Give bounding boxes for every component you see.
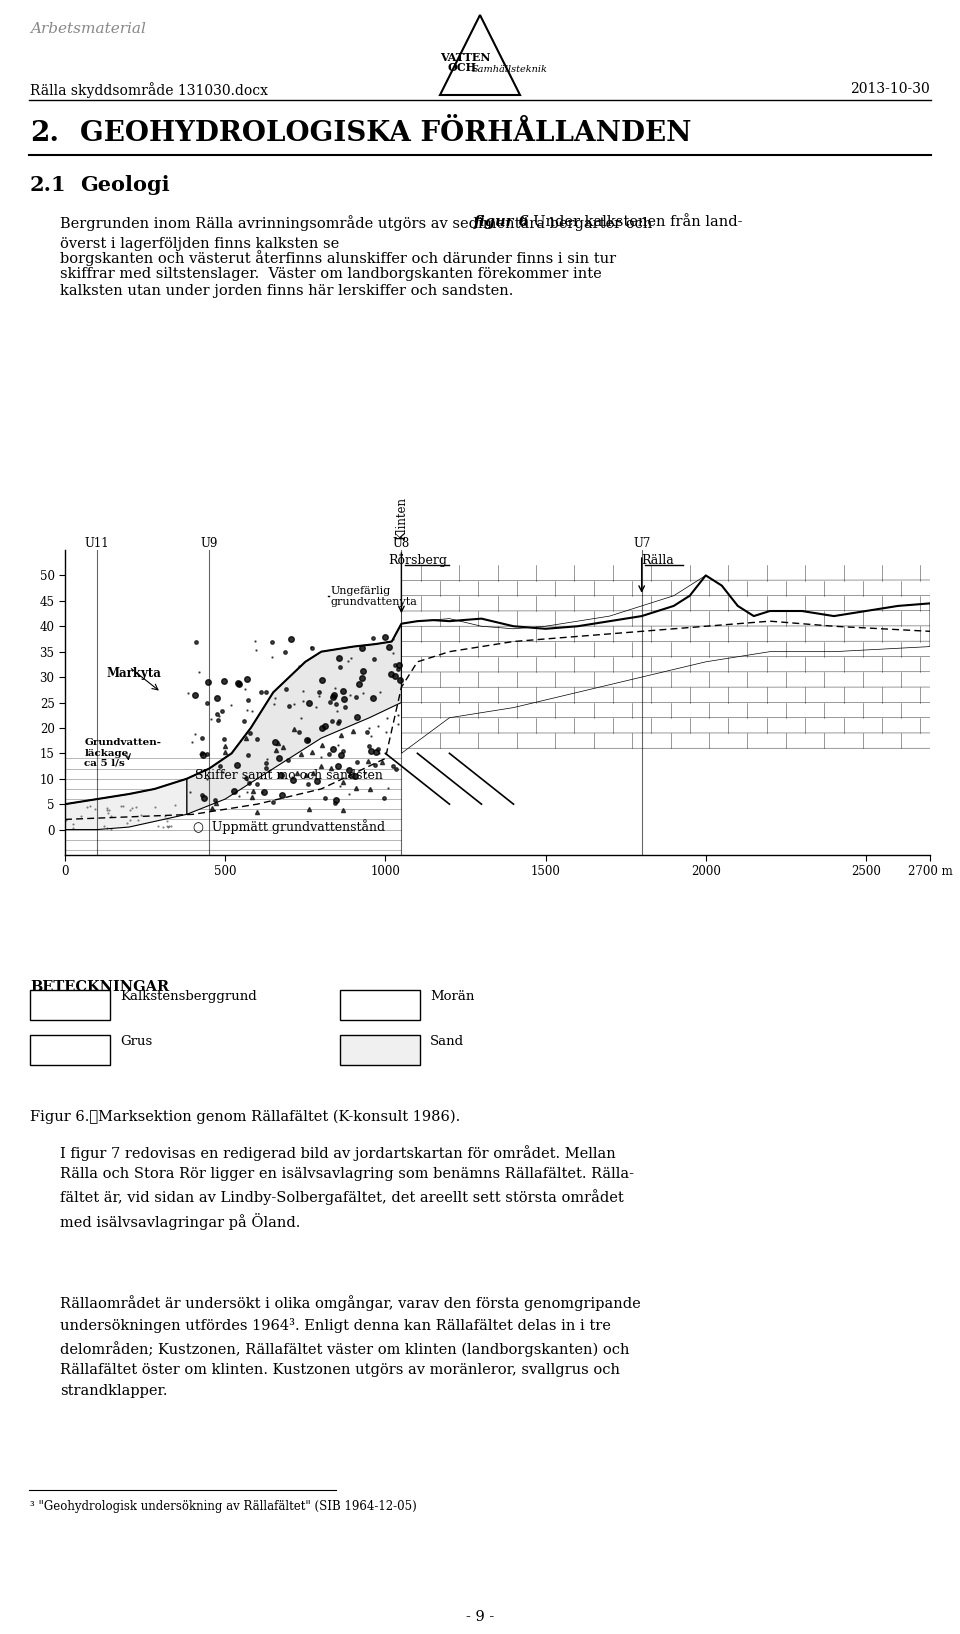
Text: Grus: Grus: [120, 1034, 153, 1047]
Text: Morän: Morän: [430, 990, 474, 1003]
Polygon shape: [65, 779, 187, 830]
Text: BETECKNINGAR: BETECKNINGAR: [30, 980, 169, 993]
Text: Grundvatten-
läckage
ca 5 l/s: Grundvatten- läckage ca 5 l/s: [84, 739, 161, 768]
Text: Bergrunden inom Rälla avrinningsområde utgörs av sedimentära bergarter och
övers: Bergrunden inom Rälla avrinningsområde u…: [60, 216, 653, 252]
Text: OCH: OCH: [447, 62, 476, 74]
Text: Samhällsteknik: Samhällsteknik: [472, 65, 548, 74]
Text: skiffrar med siltstenslager.  Väster om landborgskanten förekommer inte: skiffrar med siltstenslager. Väster om l…: [60, 266, 602, 281]
Text: Arbetsmaterial: Arbetsmaterial: [30, 21, 146, 36]
Text: Klinten: Klinten: [395, 497, 408, 539]
Text: U11: U11: [84, 538, 109, 551]
Text: Rälla skyddsområde 131030.docx: Rälla skyddsområde 131030.docx: [30, 82, 268, 98]
Text: Sand: Sand: [430, 1034, 464, 1047]
Text: borgskanten och västerut återfinns alunskiffer och därunder finns i sin tur: borgskanten och västerut återfinns aluns…: [60, 250, 616, 266]
Text: U9: U9: [201, 538, 218, 551]
Text: VATTEN: VATTEN: [440, 52, 491, 64]
Text: Geologi: Geologi: [80, 175, 170, 194]
Text: Rörsberg: Rörsberg: [388, 554, 447, 567]
Text: U7: U7: [633, 538, 650, 551]
Text: ○  Uppmätt grundvattenstånd: ○ Uppmätt grundvattenstånd: [193, 819, 385, 835]
Text: GEOHYDROLOGISKA FÖRHÅLLANDEN: GEOHYDROLOGISKA FÖRHÅLLANDEN: [80, 119, 691, 147]
Text: kalksten utan under jorden finns här lerskiffer och sandsten.: kalksten utan under jorden finns här ler…: [60, 284, 514, 297]
Text: Rälla: Rälla: [641, 554, 674, 567]
Polygon shape: [401, 575, 930, 753]
Text: Skiffer samt mo och sandsten: Skiffer samt mo och sandsten: [195, 768, 383, 781]
Text: Rällaområdet är undersökt i olika omgångar, varav den första genomgripande
under: Rällaområdet är undersökt i olika omgång…: [60, 1296, 640, 1397]
Text: Ungefärlig
grundvattenyta: Ungefärlig grundvattenyta: [331, 585, 418, 608]
Text: - 9 -: - 9 -: [466, 1609, 494, 1624]
Text: ³ "Geohydrologisk undersökning av Rällafältet" (SIB 1964-12-05): ³ "Geohydrologisk undersökning av Rällaf…: [30, 1500, 417, 1513]
Text: Figur 6.	Marksektion genom Rällafältet (K-konsult 1986).: Figur 6. Marksektion genom Rällafältet (…: [30, 1109, 460, 1124]
Text: 2.: 2.: [30, 119, 59, 147]
Polygon shape: [187, 624, 401, 814]
Text: figur 6: figur 6: [474, 216, 530, 229]
Text: Kalkstensberggrund: Kalkstensberggrund: [120, 990, 256, 1003]
Text: I figur 7 redovisas en redigerad bild av jordartskartan för området. Mellan
Räll: I figur 7 redovisas en redigerad bild av…: [60, 1145, 634, 1230]
Text: Markyta: Markyta: [107, 667, 161, 680]
Text: 2013-10-30: 2013-10-30: [851, 82, 930, 96]
Text: . Under kalkstenen från land-: . Under kalkstenen från land-: [524, 216, 742, 229]
Text: U8: U8: [393, 538, 410, 551]
Text: 2.1: 2.1: [30, 175, 66, 194]
